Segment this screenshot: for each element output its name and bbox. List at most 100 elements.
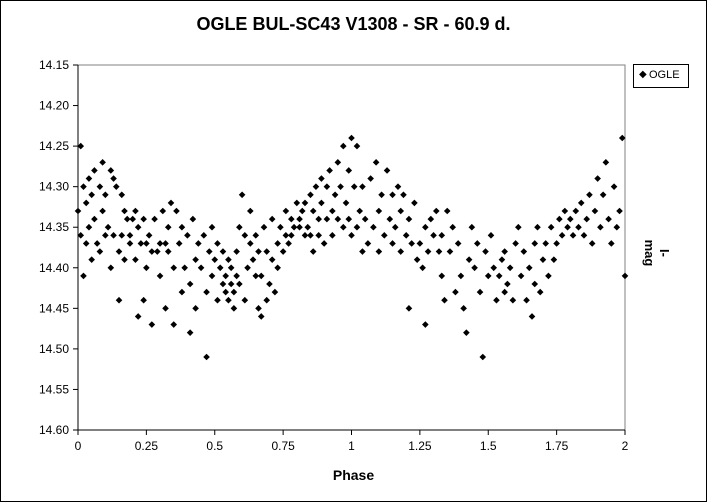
data-point [162,305,169,312]
data-point [230,305,238,312]
data-point [307,232,314,239]
x-tick-label: 0.5 [206,439,223,453]
data-point [591,207,599,215]
data-point [282,207,290,215]
data-point [121,207,128,215]
data-point [129,215,136,223]
data-point [438,232,446,239]
x-tick-label: 1.5 [480,439,497,453]
data-point [405,215,413,223]
data-point [400,191,407,199]
data-point [484,272,492,280]
y-tick-label: 14.35 [39,220,69,234]
data-point [422,321,429,328]
data-point [594,175,601,182]
data-point [345,167,353,174]
x-tick-label: 2 [622,439,629,453]
data-point [200,232,208,239]
data-point [99,159,106,166]
data-point [85,223,93,231]
data-point [307,191,314,199]
data-point [162,240,169,247]
data-point [156,272,164,280]
x-axis-label: Phase [332,467,375,483]
data-point [441,296,448,304]
y-tick-label: 14.45 [39,301,69,315]
data-point [181,264,188,272]
data-point [77,142,85,150]
data-point [359,183,366,190]
data-point [602,159,610,166]
data-point [241,232,249,239]
data-point [118,191,126,199]
data-point [82,199,90,207]
data-point [252,232,260,239]
data-point [490,264,498,272]
data-point [454,240,462,247]
legend-label: OGLE [649,69,680,81]
data-point [323,215,331,223]
data-point [216,264,224,272]
data-point [457,272,465,280]
data-point [394,183,402,190]
data-point [504,280,511,288]
data-point [427,215,435,223]
data-point [326,167,333,174]
data-point [556,215,563,223]
data-point [572,207,580,215]
data-point [342,199,350,207]
data-point [534,223,541,231]
data-point [115,248,123,255]
data-point [424,248,432,255]
data-point [443,207,451,215]
data-point [545,272,552,280]
data-point [112,183,120,190]
x-tick-label: 1.25 [408,439,432,453]
data-point [247,240,254,247]
data-point [140,296,147,304]
data-point [408,240,415,247]
data-point [268,256,276,263]
data-point [263,248,271,255]
data-point [274,264,281,272]
data-point [222,288,229,296]
data-point [487,232,495,239]
data-point [137,240,145,247]
data-point [214,240,221,247]
data-point [577,199,585,207]
data-point [498,256,506,263]
data-point [241,296,249,304]
data-point [315,215,322,223]
data-point [315,232,322,239]
data-point [197,264,205,272]
data-point [375,207,383,215]
data-point [222,272,229,280]
data-point [542,240,549,247]
data-point [304,223,312,231]
data-point [334,159,342,166]
data-point [367,175,374,182]
data-point [580,232,588,239]
data-point [364,240,372,247]
y-tick-label: 14.40 [39,261,69,275]
data-point [605,215,612,223]
data-point [405,305,413,312]
data-point [227,280,235,288]
data-point [353,142,361,150]
data-point [99,207,106,215]
data-point [531,240,539,247]
data-point [203,288,210,296]
data-point [298,207,306,215]
data-point [375,248,383,255]
diamond-marker-icon: ◆ [639,69,647,80]
data-point [389,191,396,199]
data-point [118,232,126,239]
data-point [151,215,158,223]
data-point [438,272,446,280]
x-tick-label: 0.25 [135,439,159,453]
data-point [558,232,566,239]
data-point [80,183,87,190]
data-point [268,215,276,223]
data-point [493,296,500,304]
data-point [110,232,117,239]
